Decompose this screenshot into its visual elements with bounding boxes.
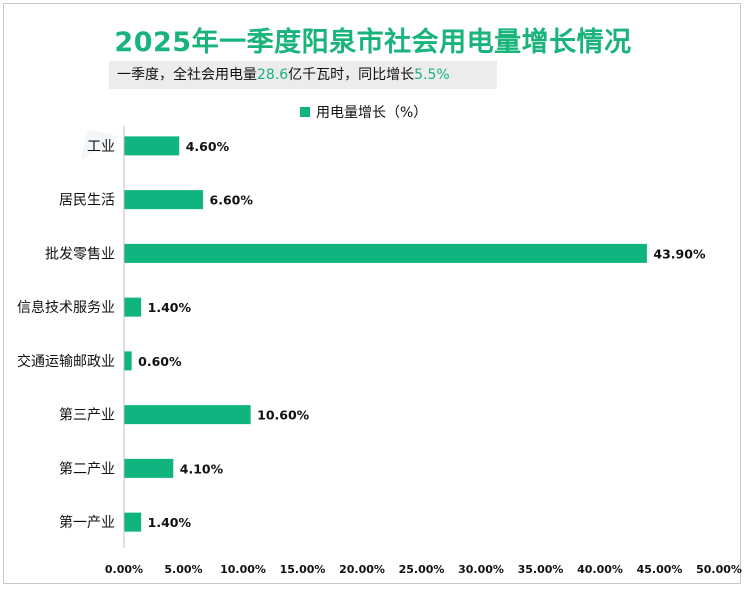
data-label: 0.60% (138, 354, 182, 369)
category-label: 居民生活 (59, 193, 115, 209)
category-label: 第三产业 (59, 407, 115, 424)
chart-title: 2025年一季度阳泉市社会用电量增长情况 (114, 27, 632, 58)
x-tick-label: 20.00% (339, 563, 385, 576)
category-label: 信息技术服务业 (17, 299, 115, 316)
chart-frame (3, 3, 741, 584)
x-tick-label: 25.00% (399, 563, 445, 576)
category-label: 第一产业 (59, 514, 115, 531)
x-tick-label: 40.00% (577, 563, 623, 576)
data-label: 4.60% (186, 139, 230, 154)
data-label: 1.40% (148, 300, 192, 315)
legend: 用电量增长（%） (300, 102, 427, 122)
subtitle-value: 28.6 (257, 67, 289, 83)
x-tick-label: 0.00% (105, 563, 143, 576)
bar (124, 351, 132, 371)
category-label: 批发零售业 (45, 246, 115, 262)
legend-label: 用电量增长（%） (316, 105, 428, 121)
x-tick-label: 30.00% (458, 563, 504, 576)
data-label: 1.40% (148, 515, 192, 530)
bar (124, 405, 251, 425)
chart-subtitle: 一季度，全社会用电量28.6亿千瓦时，同比增长5.5% (109, 61, 497, 89)
bar (124, 297, 142, 317)
x-tick-label: 10.00% (220, 563, 266, 576)
category-label: 交通运输邮政业 (17, 353, 115, 370)
x-tick-label: 35.00% (518, 563, 564, 576)
x-tick-label: 45.00% (637, 563, 683, 576)
data-label: 10.60% (257, 408, 310, 423)
data-label: 4.10% (180, 461, 224, 476)
data-label: 6.60% (210, 193, 254, 208)
category-label: 第二产业 (59, 460, 115, 477)
subtitle-prefix: 一季度，全社会用电量 (117, 67, 257, 83)
subtitle-middle: 亿千瓦时，同比增长 (288, 67, 415, 83)
bar (124, 512, 142, 532)
x-tick-label: 5.00% (164, 563, 202, 576)
bar (124, 136, 180, 156)
bar (124, 190, 204, 210)
bar (124, 458, 174, 478)
bar (124, 243, 647, 263)
legend-swatch (300, 107, 310, 117)
subtitle-rate: 5.5% (414, 67, 450, 83)
x-tick-label: 50.00% (696, 563, 742, 576)
data-label: 43.90% (653, 246, 706, 261)
x-tick-label: 15.00% (280, 563, 326, 576)
category-label: 工业 (87, 139, 115, 155)
